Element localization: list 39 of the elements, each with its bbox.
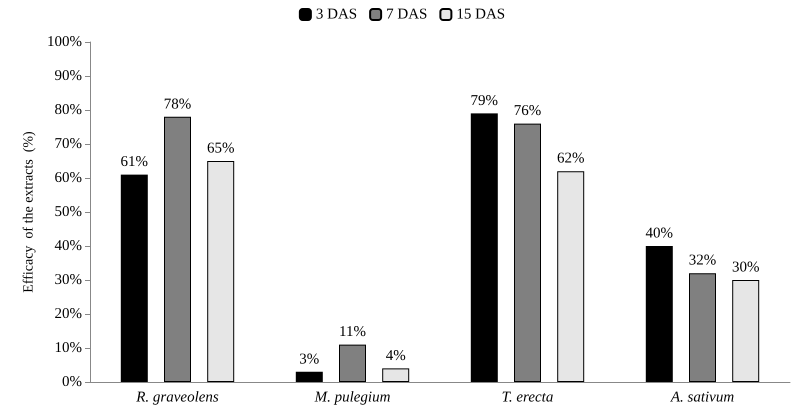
y-tick-label: 50% <box>54 204 82 220</box>
legend-label: 15 DAS <box>456 6 506 22</box>
data-label: 30% <box>732 260 760 276</box>
data-label: 11% <box>339 324 366 340</box>
y-tick-label: 60% <box>54 170 82 186</box>
data-label: 65% <box>206 140 234 156</box>
data-label: 78% <box>164 96 192 112</box>
data-label: 3% <box>299 351 320 368</box>
y-tick-label: 90% <box>54 68 82 84</box>
y-tick-label: 80% <box>54 102 82 118</box>
bar <box>207 161 234 382</box>
data-label: 79% <box>470 92 498 109</box>
y-tick-label: 20% <box>54 306 82 322</box>
bar <box>382 368 410 382</box>
data-label: 76% <box>514 103 542 120</box>
bar <box>557 171 584 382</box>
x-tick-label: A. sativum <box>670 390 734 406</box>
legend-label: 7 DAS <box>386 6 428 22</box>
data-label: 40% <box>646 226 674 242</box>
bar <box>470 113 498 382</box>
y-tick-label: 30% <box>54 272 82 288</box>
bar <box>120 174 148 382</box>
y-tick-label: 10% <box>54 340 82 356</box>
data-label: 62% <box>556 150 584 167</box>
data-label: 32% <box>688 252 716 269</box>
data-label: 61% <box>120 154 148 170</box>
x-tick-label: T. erecta <box>502 390 554 406</box>
legend-label: 3 DAS <box>316 6 358 22</box>
bar <box>732 280 760 382</box>
bar <box>646 246 673 382</box>
bar <box>296 372 323 382</box>
data-label: 4% <box>386 348 406 364</box>
x-tick-label: M. pulegium <box>314 390 391 406</box>
y-tick-label: 70% <box>54 136 82 152</box>
y-axis-title: Efficacy of the extracts (%) <box>22 130 37 293</box>
y-tick-label: 0% <box>62 374 82 390</box>
x-tick-label: R. graveolens <box>135 390 219 406</box>
y-tick-label: 100% <box>47 34 82 50</box>
y-tick-label: 40% <box>54 238 82 254</box>
